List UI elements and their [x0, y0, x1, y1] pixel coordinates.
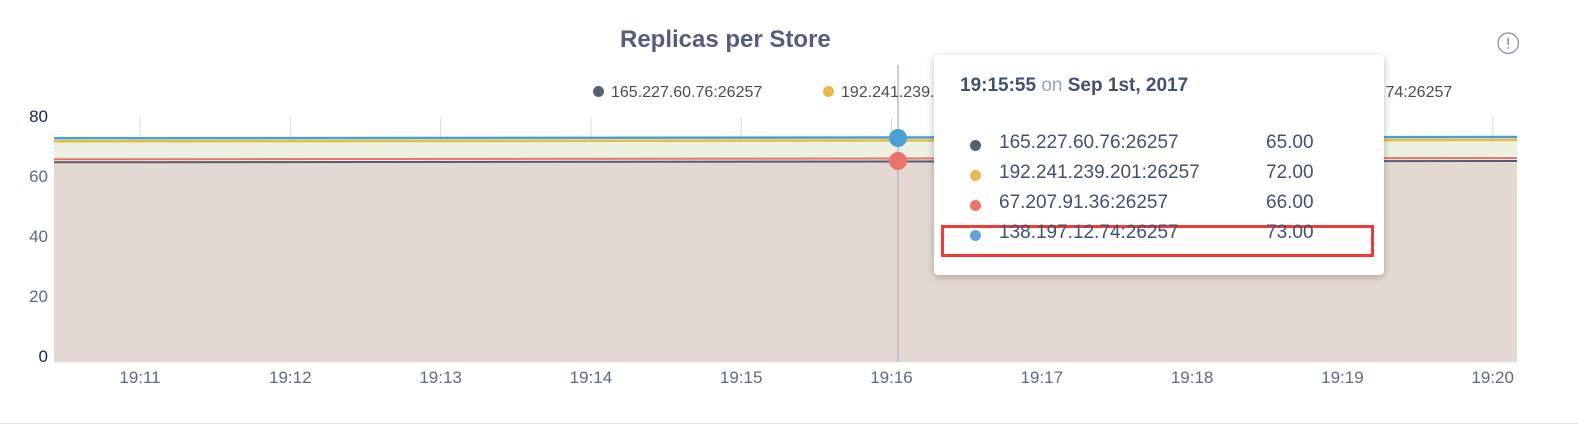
svg-text:19:16: 19:16 — [870, 368, 913, 387]
svg-text:19:11: 19:11 — [119, 368, 160, 387]
svg-text:20: 20 — [29, 287, 48, 306]
svg-text:80: 80 — [29, 107, 48, 126]
svg-text:19:19: 19:19 — [1321, 368, 1364, 387]
svg-text:19:12: 19:12 — [269, 368, 312, 387]
svg-text:19:17: 19:17 — [1021, 368, 1064, 387]
svg-text:19:13: 19:13 — [419, 368, 462, 387]
svg-text:60: 60 — [29, 167, 48, 186]
svg-text:19:18: 19:18 — [1171, 368, 1214, 387]
svg-text:40: 40 — [29, 227, 48, 246]
svg-text:19:20: 19:20 — [1471, 368, 1514, 387]
svg-text:19:14: 19:14 — [570, 368, 613, 387]
svg-text:0: 0 — [39, 347, 48, 366]
svg-text:19:15: 19:15 — [720, 368, 763, 387]
